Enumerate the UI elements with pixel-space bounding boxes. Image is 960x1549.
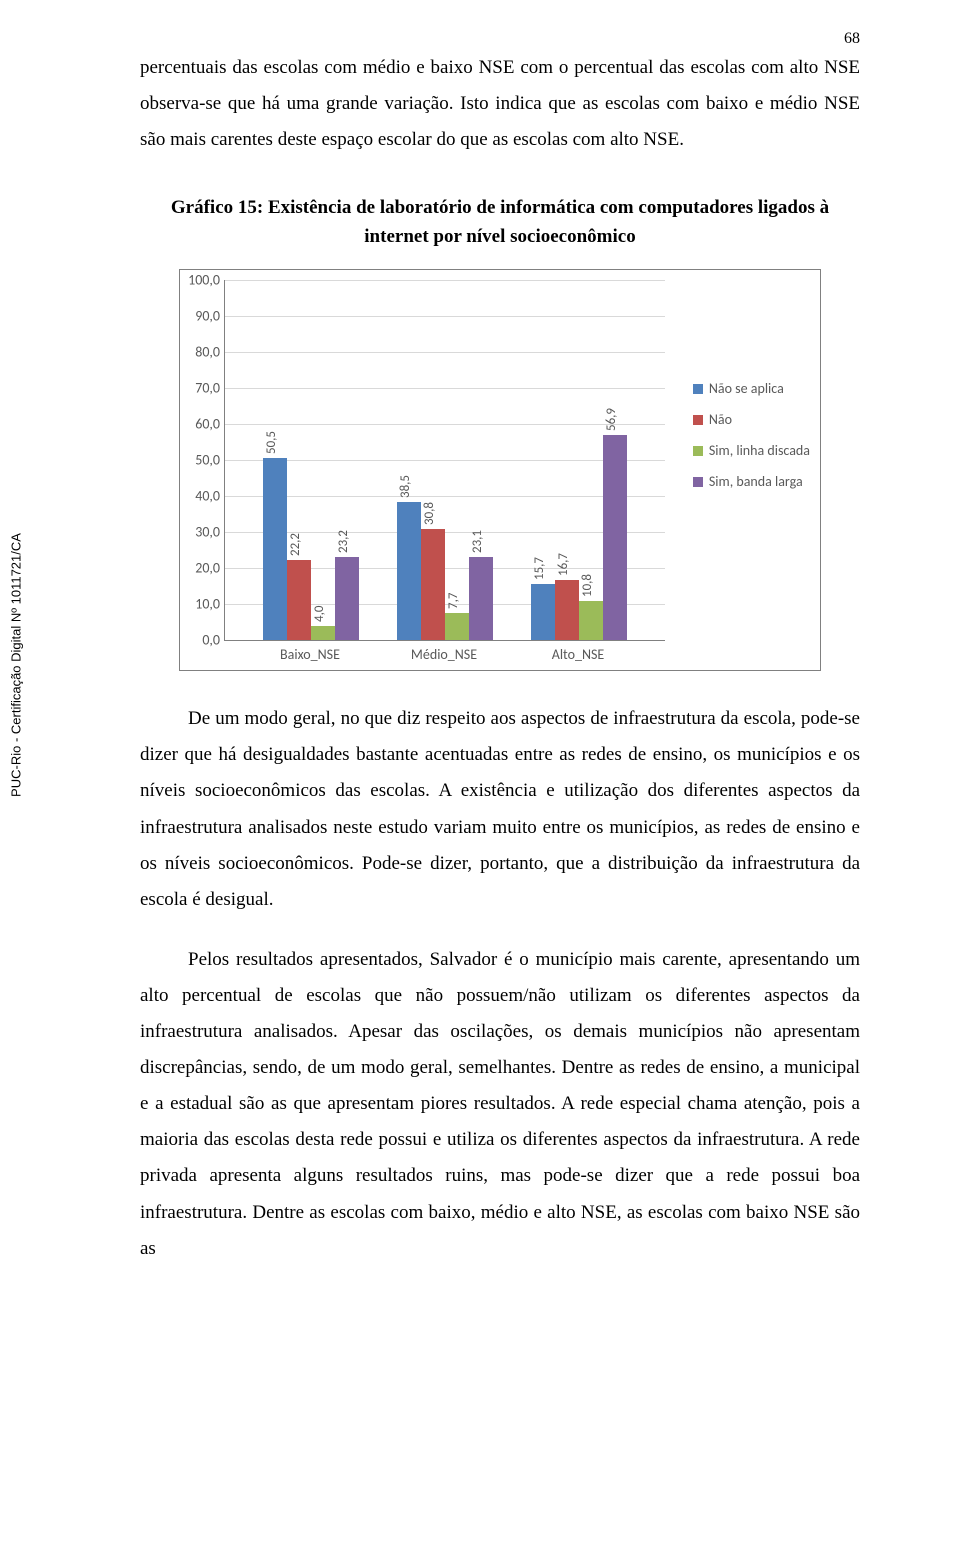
bar-value-label: 23,2 — [336, 530, 351, 553]
bar — [335, 557, 359, 641]
certification-side-label: PUC-Rio - Certificação Digital Nº 101172… — [8, 533, 23, 797]
bar — [287, 560, 311, 640]
y-axis-label: 90,0 — [184, 308, 220, 325]
bar — [579, 601, 603, 640]
grid-line — [225, 424, 665, 425]
legend-label: Não — [709, 411, 732, 428]
paragraph-1: percentuais das escolas com médio e baix… — [140, 50, 860, 158]
paragraph-2: De um modo geral, no que diz respeito ao… — [140, 701, 860, 918]
bar — [311, 626, 335, 640]
legend-item: Sim, linha discada — [693, 442, 810, 459]
bar — [397, 502, 421, 641]
y-axis-label: 80,0 — [184, 344, 220, 361]
figure-title: Gráfico 15: Existência de laboratório de… — [140, 194, 860, 251]
bar-value-label: 4,0 — [312, 605, 327, 621]
grid-line — [225, 316, 665, 317]
bar — [263, 458, 287, 640]
bar-value-label: 23,1 — [470, 530, 485, 553]
legend-item: Não se aplica — [693, 380, 810, 397]
plot-area: 50,5 22,2 4,0 23,2 38,5 30,8 7,7 23,1 15,7 16,7 10… — [224, 280, 665, 641]
legend-item: Sim, banda larga — [693, 473, 810, 490]
y-axis-label: 40,0 — [184, 488, 220, 505]
bar-value-label: 50,5 — [264, 431, 279, 454]
legend-swatch — [693, 446, 703, 456]
y-axis-label: 10,0 — [184, 596, 220, 613]
bar-value-label: 56,9 — [604, 408, 619, 431]
y-axis-label: 100,0 — [184, 272, 220, 289]
x-axis-label: Alto_NSE — [552, 646, 605, 663]
bar — [421, 529, 445, 640]
bar — [603, 435, 627, 640]
legend-label: Sim, banda larga — [709, 473, 803, 490]
bar-value-label: 30,8 — [422, 502, 437, 525]
x-axis-label: Baixo_NSE — [280, 646, 340, 663]
page: 68 percentuais das escolas com médio e b… — [0, 0, 960, 1331]
y-axis-label: 30,0 — [184, 524, 220, 541]
grid-line — [225, 496, 665, 497]
chart-legend: Não se aplica Não Sim, linha discada Sim, b… — [693, 380, 810, 504]
bar — [469, 557, 493, 640]
grid-line — [225, 280, 665, 281]
bar-value-label: 16,7 — [556, 553, 571, 576]
page-number: 68 — [844, 30, 860, 48]
bar — [445, 613, 469, 641]
y-axis-label: 60,0 — [184, 416, 220, 433]
legend-label: Não se aplica — [709, 380, 784, 397]
grid-line — [225, 460, 665, 461]
paragraph-3: Pelos resultados apresentados, Salvador … — [140, 942, 860, 1267]
legend-swatch — [693, 384, 703, 394]
bar-value-label: 7,7 — [446, 592, 461, 608]
x-axis-label: Médio_NSE — [411, 646, 477, 663]
bar-value-label: 15,7 — [532, 557, 547, 580]
bar-value-label: 10,8 — [580, 574, 595, 597]
y-axis-label: 50,0 — [184, 452, 220, 469]
legend-swatch — [693, 477, 703, 487]
legend-item: Não — [693, 411, 810, 428]
y-axis-label: 70,0 — [184, 380, 220, 397]
legend-swatch — [693, 415, 703, 425]
y-axis-label: 20,0 — [184, 560, 220, 577]
bar-chart: 50,5 22,2 4,0 23,2 38,5 30,8 7,7 23,1 15,7 16,7 10… — [179, 269, 821, 671]
bar — [555, 580, 579, 640]
bar — [531, 584, 555, 641]
legend-label: Sim, linha discada — [709, 442, 810, 459]
bar-value-label: 38,5 — [398, 475, 413, 498]
grid-line — [225, 388, 665, 389]
y-axis-label: 0,0 — [184, 632, 220, 649]
grid-line — [225, 352, 665, 353]
bar-value-label: 22,2 — [288, 533, 303, 556]
